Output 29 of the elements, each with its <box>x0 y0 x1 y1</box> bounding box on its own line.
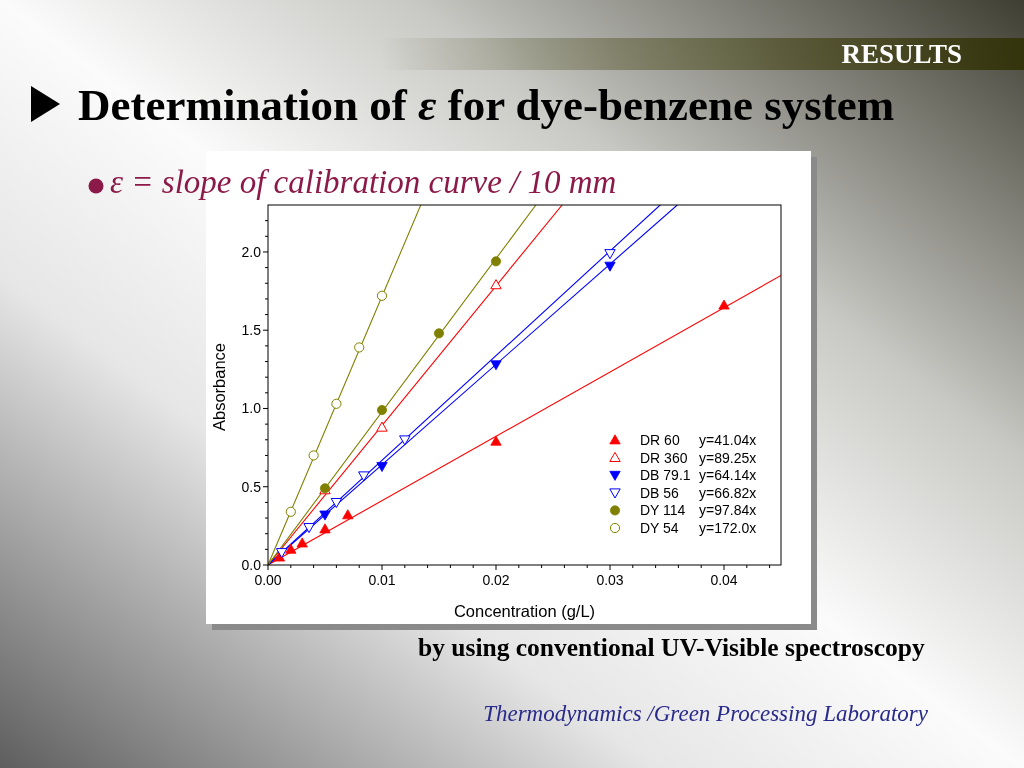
annotation: y=97.84x <box>699 502 757 519</box>
x-axis-title: Concentration (g/L) <box>453 602 596 620</box>
y-tick-label: 2.0 <box>241 243 262 260</box>
x-tick-label: 0.01 <box>368 572 396 588</box>
chart-title: Determination of ε for dye-benzene system <box>78 80 895 130</box>
text: RESULTS <box>841 39 962 69</box>
legend-label: DR 60 <box>640 432 680 448</box>
annotation: y=89.25x <box>699 449 757 466</box>
annotation: y=66.82x <box>699 484 757 501</box>
y-axis-title: Absorbance <box>210 342 228 432</box>
text: Thermodynamics /Green Processing Laboratory <box>483 701 929 726</box>
x-tick-label: 0.04 <box>710 572 738 588</box>
y-tick-label: 0.5 <box>241 478 262 495</box>
y-tick-label: 0.0 <box>241 557 262 573</box>
annotation: y=41.04x <box>699 432 757 448</box>
legend-label: DR 360 <box>640 449 688 466</box>
y-tick-label: 1.5 <box>241 322 262 339</box>
x-tick-label: 0.02 <box>482 572 510 588</box>
chart-subtitle: ε = slope of calibration curve / 10 mm <box>110 164 617 200</box>
x-tick-label: 0.03 <box>596 572 624 588</box>
legend-label: DY 114 <box>640 502 686 519</box>
x-tick-label: 0.00 <box>254 572 282 588</box>
y-tick-label: 1.0 <box>241 400 262 417</box>
legend-label: DB 56 <box>640 484 680 501</box>
legend-label: DY 54 <box>640 520 679 536</box>
text: by using conventional UV-Visible spectroscopy <box>418 633 925 662</box>
annotation: y=64.14x <box>699 467 757 484</box>
annotation: y=172.0x <box>699 520 757 536</box>
legend-label: DB 79.1 <box>640 467 691 484</box>
